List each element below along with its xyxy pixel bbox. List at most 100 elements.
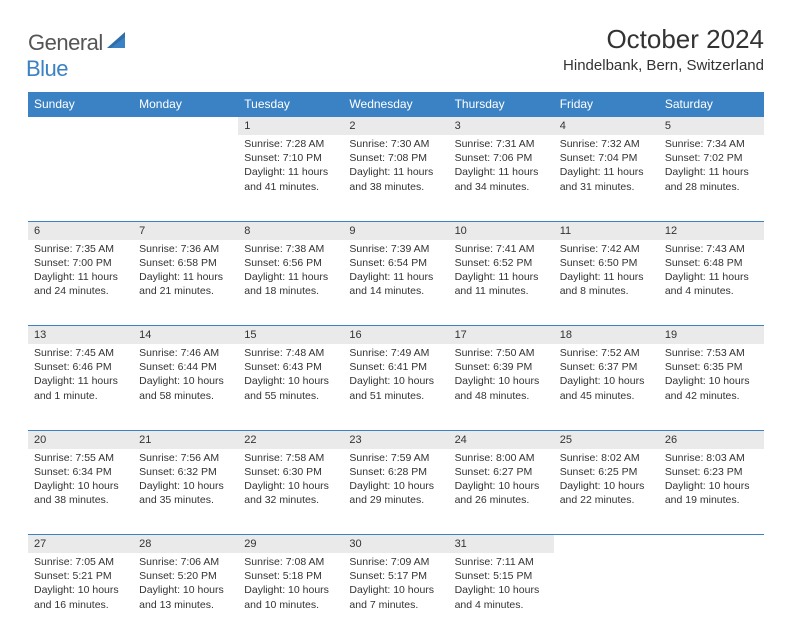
day-number-cell: 20	[28, 430, 133, 449]
day-number-row: 20212223242526	[28, 430, 764, 449]
day-number-cell: 6	[28, 221, 133, 240]
day-number-cell: 26	[659, 430, 764, 449]
daylight-text: Daylight: 10 hours and 45 minutes.	[560, 374, 653, 402]
day-content-cell: Sunrise: 7:53 AMSunset: 6:35 PMDaylight:…	[659, 344, 764, 430]
sunset-text: Sunset: 6:34 PM	[34, 465, 127, 479]
location-text: Hindelbank, Bern, Switzerland	[563, 57, 764, 74]
day-number-cell: 4	[554, 117, 659, 136]
day-content-cell: Sunrise: 7:06 AMSunset: 5:20 PMDaylight:…	[133, 553, 238, 639]
sunrise-text: Sunrise: 7:48 AM	[244, 346, 337, 360]
daylight-text: Daylight: 10 hours and 10 minutes.	[244, 583, 337, 611]
sunrise-text: Sunrise: 7:11 AM	[455, 555, 548, 569]
weekday-header: Sunday	[28, 92, 133, 117]
daylight-text: Daylight: 11 hours and 14 minutes.	[349, 270, 442, 298]
sunset-text: Sunset: 5:15 PM	[455, 569, 548, 583]
logo-text-1: General	[28, 30, 103, 55]
day-content-cell: Sunrise: 8:02 AMSunset: 6:25 PMDaylight:…	[554, 449, 659, 535]
daylight-text: Daylight: 10 hours and 58 minutes.	[139, 374, 232, 402]
day-content-cell: Sunrise: 7:48 AMSunset: 6:43 PMDaylight:…	[238, 344, 343, 430]
weekday-header: Tuesday	[238, 92, 343, 117]
sunrise-text: Sunrise: 7:45 AM	[34, 346, 127, 360]
daylight-text: Daylight: 10 hours and 32 minutes.	[244, 479, 337, 507]
sunrise-text: Sunrise: 7:43 AM	[665, 242, 758, 256]
day-number-cell: 11	[554, 221, 659, 240]
month-title: October 2024	[563, 24, 764, 55]
day-content-cell: Sunrise: 7:58 AMSunset: 6:30 PMDaylight:…	[238, 449, 343, 535]
day-content-row: Sunrise: 7:35 AMSunset: 7:00 PMDaylight:…	[28, 240, 764, 326]
sunset-text: Sunset: 6:48 PM	[665, 256, 758, 270]
day-content-cell: Sunrise: 7:56 AMSunset: 6:32 PMDaylight:…	[133, 449, 238, 535]
day-content-cell: Sunrise: 7:05 AMSunset: 5:21 PMDaylight:…	[28, 553, 133, 639]
sunset-text: Sunset: 7:10 PM	[244, 151, 337, 165]
daylight-text: Daylight: 11 hours and 11 minutes.	[455, 270, 548, 298]
daylight-text: Daylight: 11 hours and 28 minutes.	[665, 165, 758, 193]
sunrise-text: Sunrise: 7:53 AM	[665, 346, 758, 360]
day-content-cell: Sunrise: 7:34 AMSunset: 7:02 PMDaylight:…	[659, 135, 764, 221]
day-content-cell: Sunrise: 7:36 AMSunset: 6:58 PMDaylight:…	[133, 240, 238, 326]
weekday-header: Wednesday	[343, 92, 448, 117]
day-number-cell: 31	[449, 535, 554, 554]
day-content-cell: Sunrise: 7:52 AMSunset: 6:37 PMDaylight:…	[554, 344, 659, 430]
day-number-cell: 7	[133, 221, 238, 240]
day-number-cell	[554, 535, 659, 554]
daylight-text: Daylight: 10 hours and 22 minutes.	[560, 479, 653, 507]
daylight-text: Daylight: 11 hours and 34 minutes.	[455, 165, 548, 193]
sunset-text: Sunset: 6:56 PM	[244, 256, 337, 270]
day-number-cell: 10	[449, 221, 554, 240]
daylight-text: Daylight: 10 hours and 19 minutes.	[665, 479, 758, 507]
sunrise-text: Sunrise: 7:06 AM	[139, 555, 232, 569]
day-content-row: Sunrise: 7:05 AMSunset: 5:21 PMDaylight:…	[28, 553, 764, 639]
sunrise-text: Sunrise: 7:49 AM	[349, 346, 442, 360]
sunrise-text: Sunrise: 7:09 AM	[349, 555, 442, 569]
sunrise-text: Sunrise: 7:34 AM	[665, 137, 758, 151]
sunrise-text: Sunrise: 7:59 AM	[349, 451, 442, 465]
day-content-cell: Sunrise: 8:00 AMSunset: 6:27 PMDaylight:…	[449, 449, 554, 535]
day-number-cell: 12	[659, 221, 764, 240]
sunset-text: Sunset: 6:44 PM	[139, 360, 232, 374]
day-content-cell: Sunrise: 7:45 AMSunset: 6:46 PMDaylight:…	[28, 344, 133, 430]
sunrise-text: Sunrise: 7:58 AM	[244, 451, 337, 465]
day-content-cell: Sunrise: 7:39 AMSunset: 6:54 PMDaylight:…	[343, 240, 448, 326]
day-number-cell: 17	[449, 326, 554, 345]
day-content-cell: Sunrise: 7:08 AMSunset: 5:18 PMDaylight:…	[238, 553, 343, 639]
day-content-cell: Sunrise: 7:35 AMSunset: 7:00 PMDaylight:…	[28, 240, 133, 326]
daylight-text: Daylight: 11 hours and 41 minutes.	[244, 165, 337, 193]
day-number-cell: 29	[238, 535, 343, 554]
daylight-text: Daylight: 11 hours and 31 minutes.	[560, 165, 653, 193]
day-content-cell	[554, 553, 659, 639]
day-number-cell: 19	[659, 326, 764, 345]
sunrise-text: Sunrise: 7:56 AM	[139, 451, 232, 465]
day-content-cell	[133, 135, 238, 221]
sunrise-text: Sunrise: 7:30 AM	[349, 137, 442, 151]
daylight-text: Daylight: 10 hours and 4 minutes.	[455, 583, 548, 611]
sunset-text: Sunset: 6:23 PM	[665, 465, 758, 479]
daylight-text: Daylight: 10 hours and 7 minutes.	[349, 583, 442, 611]
sunset-text: Sunset: 6:37 PM	[560, 360, 653, 374]
day-content-cell: Sunrise: 7:59 AMSunset: 6:28 PMDaylight:…	[343, 449, 448, 535]
day-content-cell: Sunrise: 7:32 AMSunset: 7:04 PMDaylight:…	[554, 135, 659, 221]
sunset-text: Sunset: 6:39 PM	[455, 360, 548, 374]
day-number-cell: 16	[343, 326, 448, 345]
day-number-cell: 23	[343, 430, 448, 449]
sunset-text: Sunset: 6:46 PM	[34, 360, 127, 374]
daylight-text: Daylight: 10 hours and 16 minutes.	[34, 583, 127, 611]
day-number-cell: 30	[343, 535, 448, 554]
daylight-text: Daylight: 10 hours and 35 minutes.	[139, 479, 232, 507]
title-block: October 2024 Hindelbank, Bern, Switzerla…	[563, 24, 764, 74]
daylight-text: Daylight: 10 hours and 48 minutes.	[455, 374, 548, 402]
weekday-header-row: Sunday Monday Tuesday Wednesday Thursday…	[28, 92, 764, 117]
sunset-text: Sunset: 6:32 PM	[139, 465, 232, 479]
day-number-cell: 18	[554, 326, 659, 345]
daylight-text: Daylight: 10 hours and 26 minutes.	[455, 479, 548, 507]
logo-text-2: Blue	[26, 56, 68, 81]
sunset-text: Sunset: 7:08 PM	[349, 151, 442, 165]
day-content-cell	[659, 553, 764, 639]
day-number-row: 2728293031	[28, 535, 764, 554]
day-content-cell: Sunrise: 7:28 AMSunset: 7:10 PMDaylight:…	[238, 135, 343, 221]
logo: General Blue	[28, 30, 129, 82]
sunrise-text: Sunrise: 7:28 AM	[244, 137, 337, 151]
day-number-cell: 24	[449, 430, 554, 449]
sunset-text: Sunset: 7:04 PM	[560, 151, 653, 165]
sunset-text: Sunset: 7:00 PM	[34, 256, 127, 270]
day-number-cell: 25	[554, 430, 659, 449]
